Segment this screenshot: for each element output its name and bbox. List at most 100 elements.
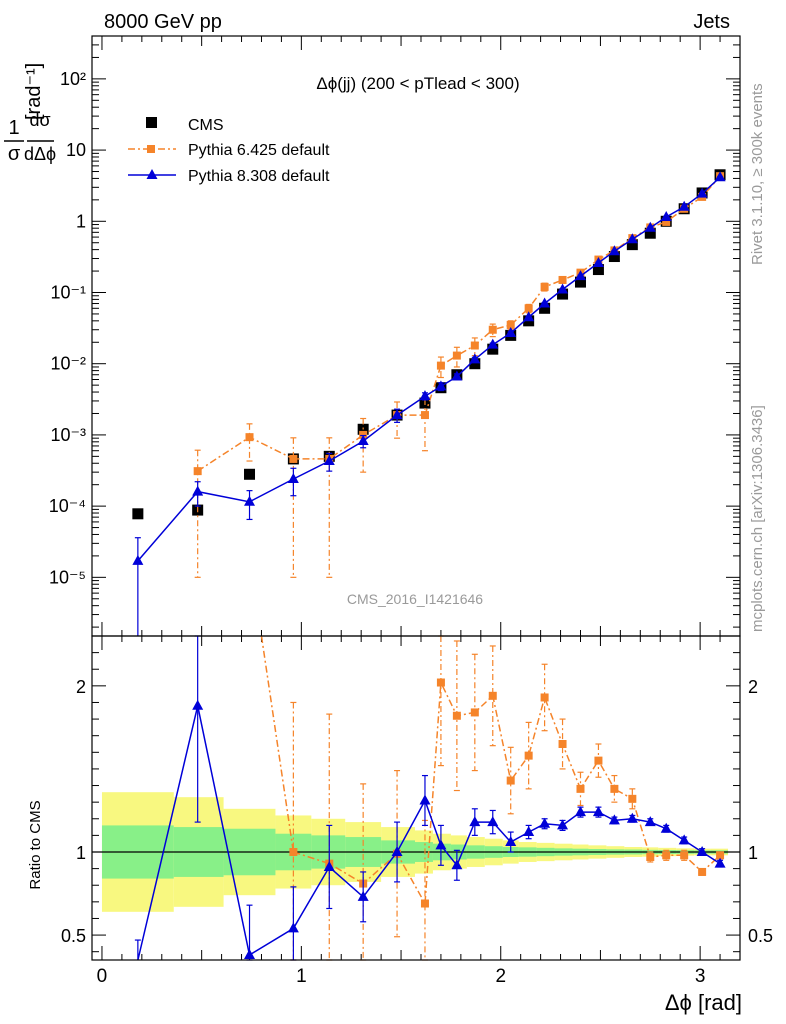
pythia8-point — [357, 435, 369, 446]
ratio-pythia8-point — [287, 922, 299, 933]
pythia8-point — [469, 353, 481, 364]
pythia8-point — [505, 326, 517, 337]
ratio-pythia8-point — [469, 816, 481, 827]
x-tick-label: 0 — [97, 966, 108, 987]
plot-title: Δϕ(jj) (200 < pTlead < 300) — [316, 74, 519, 93]
ratio-pythia6-point — [540, 693, 549, 702]
ratio-pythia6-point — [662, 851, 671, 860]
x-tick-label: 1 — [296, 966, 307, 987]
ratio-pythia6-point — [680, 851, 689, 860]
cms-point — [626, 239, 638, 251]
y-tick-label-ratio: 0.5 — [61, 926, 86, 946]
y-tick-label-ratio-right: 1 — [748, 843, 758, 863]
ratio-pythia6-point — [470, 708, 479, 717]
ratio-pythia6-point — [594, 756, 603, 765]
ratio-frame — [91, 635, 741, 961]
pythia8-point — [678, 200, 690, 211]
pythia8-point — [592, 256, 604, 267]
ratio-pythia8-point — [244, 949, 256, 960]
ratio-pythia6-point — [558, 740, 567, 748]
pythia8-point — [132, 554, 144, 565]
y-tick-label-main: 10² — [60, 69, 86, 89]
ratio-pythia8-point — [357, 890, 369, 901]
pythia6-point — [193, 467, 202, 476]
ratio-pythia8-point — [644, 816, 656, 827]
cms-point — [244, 468, 256, 480]
legend-marker-pythia8 — [146, 169, 158, 179]
ratio-pythia8-point — [323, 860, 335, 871]
ratio-pythia8-point — [419, 794, 431, 805]
y-tick-label-ratio: 2 — [76, 677, 86, 697]
main-panel: 10⁻⁵ 10⁻⁴ 10⁻³ 10⁻² 10⁻¹ 1 10 10² — [49, 35, 741, 637]
legend-label-cms: CMS — [188, 117, 224, 134]
pythia6-line — [197, 175, 721, 472]
ratio-pythia6-point — [646, 852, 655, 861]
header-left: 8000 GeV pp — [104, 11, 222, 33]
watermark: CMS_2016_I1421646 — [347, 591, 483, 607]
ratio-pythia6-point — [436, 678, 445, 687]
pythia8-point — [660, 210, 672, 221]
x-tick-label: 2 — [495, 966, 506, 987]
ratio-pythia6-point — [716, 851, 725, 860]
ratio-pythia8-point — [626, 812, 638, 823]
rivet-label: Rivet 3.1.10, ≥ 300k events — [749, 83, 766, 265]
cms-point — [608, 251, 620, 263]
pythia8-point — [435, 380, 447, 391]
y-tick-label-ratio-right: 2 — [748, 677, 758, 697]
pythia8-point — [419, 390, 431, 401]
ratio-ylabel: Ratio to CMS — [27, 800, 44, 889]
ratio-pythia6-point — [698, 867, 707, 876]
ratio-pythia8-point — [574, 806, 586, 817]
y-tick-label-main: 10⁻¹ — [50, 282, 86, 302]
ratio-pythia8-point — [192, 699, 204, 710]
ratio-pythia8-point — [592, 806, 604, 817]
cms-point — [539, 302, 551, 314]
legend-label-pythia8: Pythia 8.308 default — [188, 168, 330, 185]
ratio-pythia8-point — [391, 846, 403, 856]
ratio-pythia8-point — [660, 822, 672, 833]
pythia8-point — [696, 187, 708, 198]
ratio-pythia6-point — [452, 711, 461, 720]
pythia8-point — [608, 245, 620, 256]
pythia6-point — [436, 361, 445, 370]
cms-point — [644, 227, 656, 239]
legend: CMS Pythia 6.425 default Pythia 8.308 de… — [128, 117, 330, 185]
y-tick-label-main: 10⁻⁴ — [49, 496, 86, 516]
cms-point — [487, 343, 499, 355]
y-tick-label-ratio-right: 0.5 — [748, 926, 773, 946]
y-tick-label-main: 1 — [76, 211, 86, 231]
pythia8-point — [451, 370, 463, 381]
pythia6-point — [558, 275, 567, 284]
ratio-pythia8-point — [505, 836, 517, 847]
y-axis-label-main: 1 σ dσ dΔϕ [rad⁻¹] — [4, 63, 56, 165]
pythia8-point — [714, 171, 726, 182]
ratio-pythia6-entry-line — [260, 635, 295, 853]
ratio-pythia6-point — [628, 794, 637, 803]
pythia6-point — [452, 351, 461, 360]
legend-marker-pythia6 — [147, 145, 155, 153]
ylabel-den2: dΔϕ — [24, 144, 56, 164]
ratio-pythia8-point — [557, 819, 569, 830]
pythia8-point — [574, 270, 586, 281]
y-tick-label-main: 10⁻⁵ — [49, 567, 86, 587]
x-tick-label: 3 — [695, 966, 706, 987]
ratio-pythia6-point — [610, 784, 619, 793]
ratio-pythia6-point — [289, 848, 298, 856]
ratio-pythia6-point — [524, 751, 533, 760]
ratio-pythia6-point — [506, 776, 515, 785]
ratio-pythia6-point — [576, 784, 585, 793]
x-axis-label: Δϕ [rad] — [665, 990, 742, 1015]
pythia6-point — [524, 304, 533, 313]
ratio-pythia8-point — [451, 859, 463, 870]
ratio-pythia6-point — [420, 899, 429, 908]
pythia6-point — [289, 454, 298, 463]
ratio-pythia8-point — [539, 817, 551, 828]
ratio-pythia8-point — [487, 816, 499, 827]
pythia8-point — [539, 297, 551, 308]
y-tick-label-ratio: 1 — [76, 843, 86, 863]
ratio-pythia6-line — [293, 679, 721, 907]
ratio-pythia6-point — [488, 691, 497, 700]
y-tick-label-main: 10 — [66, 140, 86, 160]
ylabel-num2: dσ — [29, 110, 50, 130]
